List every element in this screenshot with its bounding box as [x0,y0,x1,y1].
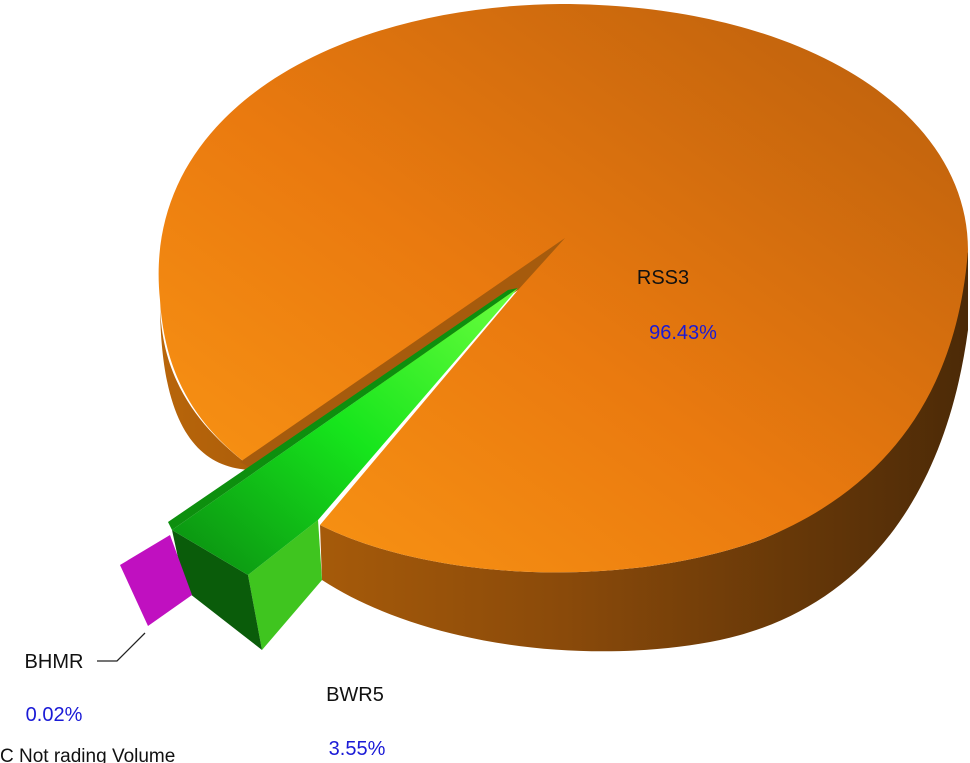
label-rss3-name: RSS3 [637,267,689,289]
slice-bwr5-edge [168,288,518,530]
slice-bwr5-front [248,520,322,650]
slice-rss3-side [160,250,968,652]
slice-bwr5 [172,288,518,575]
leader-line-bhmr [97,632,146,662]
label-rss3-percent: 96.43% [649,322,717,344]
label-bhmr-percent: 0.02% [26,704,83,726]
slice-bwr5-side [172,530,262,650]
label-bhmr-name: BHMR [25,651,84,673]
label-bwr5-name: BWR5 [326,684,384,706]
slice-bhmr [120,535,192,626]
label-bwr5-percent: 3.55% [329,738,386,760]
slice-rss3 [158,4,969,573]
slice-rss3-cut [240,238,565,470]
chart-caption: C Not rading Volume [0,746,175,763]
